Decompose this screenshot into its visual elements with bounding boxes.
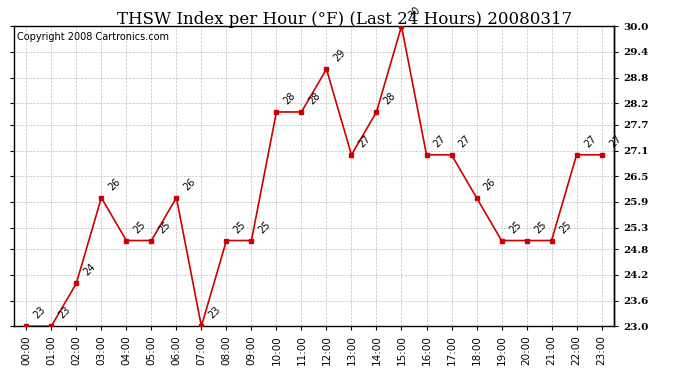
Text: 28: 28 (282, 91, 298, 106)
Text: 30: 30 (407, 5, 423, 21)
Text: 27: 27 (432, 134, 448, 149)
Text: 25: 25 (232, 219, 248, 235)
Text: 23: 23 (57, 305, 72, 321)
Text: 23: 23 (32, 305, 48, 321)
Text: 27: 27 (457, 134, 473, 149)
Text: 28: 28 (307, 91, 323, 106)
Text: 27: 27 (357, 134, 373, 149)
Text: Copyright 2008 Cartronics.com: Copyright 2008 Cartronics.com (17, 32, 169, 42)
Text: 25: 25 (132, 219, 148, 235)
Text: 26: 26 (107, 176, 123, 192)
Text: 23: 23 (207, 305, 223, 321)
Text: 25: 25 (557, 219, 573, 235)
Text: 29: 29 (332, 48, 348, 63)
Text: 27: 27 (582, 134, 598, 149)
Text: 24: 24 (82, 262, 98, 278)
Text: 25: 25 (257, 219, 273, 235)
Text: 26: 26 (482, 176, 498, 192)
Text: 26: 26 (182, 176, 198, 192)
Text: 28: 28 (382, 91, 398, 106)
Text: 27: 27 (607, 134, 623, 149)
Text: 25: 25 (507, 219, 523, 235)
Text: 25: 25 (532, 219, 548, 235)
Text: 25: 25 (157, 219, 172, 235)
Text: THSW Index per Hour (°F) (Last 24 Hours) 20080317: THSW Index per Hour (°F) (Last 24 Hours)… (117, 11, 573, 28)
